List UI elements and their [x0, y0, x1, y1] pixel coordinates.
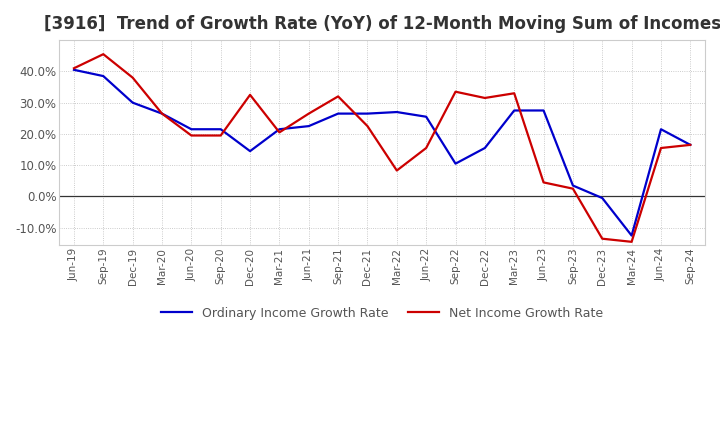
- Ordinary Income Growth Rate: [627, 233, 636, 238]
- Ordinary Income Growth Rate: [363, 111, 372, 116]
- Ordinary Income Growth Rate: [246, 148, 254, 154]
- Line: Net Income Growth Rate: Net Income Growth Rate: [74, 54, 690, 242]
- Net Income Growth Rate: [451, 89, 460, 94]
- Net Income Growth Rate: [539, 180, 548, 185]
- Ordinary Income Growth Rate: [334, 111, 343, 116]
- Net Income Growth Rate: [275, 130, 284, 135]
- Net Income Growth Rate: [480, 95, 489, 101]
- Net Income Growth Rate: [686, 142, 695, 147]
- Net Income Growth Rate: [569, 186, 577, 191]
- Ordinary Income Growth Rate: [305, 124, 313, 129]
- Ordinary Income Growth Rate: [275, 127, 284, 132]
- Ordinary Income Growth Rate: [657, 127, 665, 132]
- Net Income Growth Rate: [158, 111, 166, 116]
- Net Income Growth Rate: [422, 145, 431, 150]
- Net Income Growth Rate: [334, 94, 343, 99]
- Ordinary Income Growth Rate: [451, 161, 460, 166]
- Line: Ordinary Income Growth Rate: Ordinary Income Growth Rate: [74, 70, 690, 235]
- Ordinary Income Growth Rate: [598, 195, 606, 201]
- Ordinary Income Growth Rate: [392, 110, 401, 115]
- Ordinary Income Growth Rate: [187, 127, 196, 132]
- Net Income Growth Rate: [217, 133, 225, 138]
- Ordinary Income Growth Rate: [480, 145, 489, 150]
- Net Income Growth Rate: [70, 66, 78, 71]
- Net Income Growth Rate: [246, 92, 254, 98]
- Legend: Ordinary Income Growth Rate, Net Income Growth Rate: Ordinary Income Growth Rate, Net Income …: [156, 302, 608, 325]
- Net Income Growth Rate: [598, 236, 606, 241]
- Ordinary Income Growth Rate: [158, 111, 166, 116]
- Net Income Growth Rate: [657, 145, 665, 150]
- Net Income Growth Rate: [128, 75, 137, 80]
- Net Income Growth Rate: [627, 239, 636, 245]
- Ordinary Income Growth Rate: [128, 100, 137, 105]
- Ordinary Income Growth Rate: [686, 142, 695, 147]
- Ordinary Income Growth Rate: [510, 108, 518, 113]
- Ordinary Income Growth Rate: [422, 114, 431, 119]
- Net Income Growth Rate: [305, 111, 313, 116]
- Net Income Growth Rate: [392, 168, 401, 173]
- Net Income Growth Rate: [187, 133, 196, 138]
- Ordinary Income Growth Rate: [569, 183, 577, 188]
- Ordinary Income Growth Rate: [70, 67, 78, 73]
- Net Income Growth Rate: [99, 51, 107, 57]
- Net Income Growth Rate: [363, 124, 372, 129]
- Ordinary Income Growth Rate: [99, 73, 107, 79]
- Ordinary Income Growth Rate: [217, 127, 225, 132]
- Title: [3916]  Trend of Growth Rate (YoY) of 12-Month Moving Sum of Incomes: [3916] Trend of Growth Rate (YoY) of 12-…: [44, 15, 720, 33]
- Ordinary Income Growth Rate: [539, 108, 548, 113]
- Net Income Growth Rate: [510, 91, 518, 96]
